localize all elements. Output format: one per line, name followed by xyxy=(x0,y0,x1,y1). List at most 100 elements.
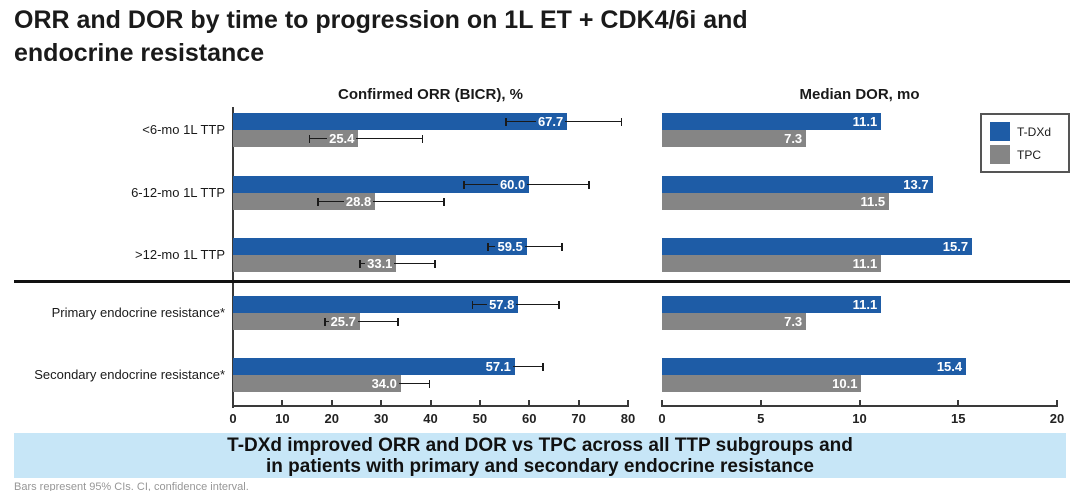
value-label: 7.3 xyxy=(752,313,805,330)
error-bar-cap-right xyxy=(542,362,544,371)
value-text: 59.5 xyxy=(495,239,525,254)
tick-label: 60 xyxy=(522,411,537,426)
error-bar xyxy=(359,262,436,264)
tdxd-color-swatch xyxy=(990,122,1010,141)
error-bar-cap-left xyxy=(308,134,311,143)
value-text: 10.1 xyxy=(830,376,860,391)
error-bar-cap-right xyxy=(434,259,436,268)
dor-chart-title: Median DOR, mo xyxy=(799,86,920,103)
value-text: 34.0 xyxy=(369,376,399,391)
axis-tick xyxy=(577,400,580,405)
legend: T-DXd TPC xyxy=(980,113,1070,173)
error-bar-cap-left xyxy=(471,300,474,309)
error-bar xyxy=(317,200,445,202)
value-label: 34.0 xyxy=(347,375,399,392)
error-bar-cap-left xyxy=(324,317,326,326)
axis-tick xyxy=(627,400,629,405)
value-label: 11.5 xyxy=(835,193,888,210)
error-bar-cap-left xyxy=(317,197,319,206)
bar-tdxd xyxy=(662,176,933,193)
value-text: 7.3 xyxy=(782,131,805,146)
value-label: 11.1 xyxy=(827,113,880,130)
error-bar-cap-left xyxy=(359,259,361,268)
tick-label: 10 xyxy=(852,411,867,426)
tick-label: 15 xyxy=(951,411,966,426)
axis-tick xyxy=(1056,400,1058,405)
value-text: 60.0 xyxy=(497,177,528,192)
value-text: 15.4 xyxy=(934,359,965,374)
value-text: 11.1 xyxy=(850,297,880,312)
error-bar-cap-right xyxy=(620,117,623,126)
error-bar-cap-right xyxy=(421,134,424,143)
page-title-line2: endocrine resistance xyxy=(14,39,265,67)
value-text: 7.3 xyxy=(782,314,805,329)
tick-label: 40 xyxy=(423,411,438,426)
bar-tdxd xyxy=(233,358,515,375)
page-title: ORR and DOR by time to progression on 1L… xyxy=(14,4,954,70)
category-label: <6-mo 1L TTP xyxy=(142,122,225,137)
category-label: Secondary endocrine resistance* xyxy=(34,367,225,382)
axis-tick xyxy=(281,400,284,405)
tick-label: 10 xyxy=(275,411,290,426)
value-label: 7.3 xyxy=(752,130,805,147)
error-bar-cap-right xyxy=(397,317,399,326)
tick-label: 30 xyxy=(373,411,389,426)
axis-tick xyxy=(232,400,234,405)
value-label: 15.7 xyxy=(918,238,971,255)
value-text: 11.1 xyxy=(850,256,880,271)
error-bar-cap-right xyxy=(443,197,445,206)
value-label: 33.1 xyxy=(342,255,395,272)
axis-tick xyxy=(858,400,861,405)
value-label: 57.8 xyxy=(464,296,517,313)
tick-label: 0 xyxy=(229,411,237,426)
value-label: 28.8 xyxy=(321,193,374,210)
value-label: 25.7 xyxy=(306,313,358,330)
value-text: 25.7 xyxy=(328,314,358,329)
category-label: Primary endocrine resistance* xyxy=(51,305,225,320)
value-text: 11.1 xyxy=(850,114,880,129)
value-text: 67.7 xyxy=(535,114,566,129)
value-text: 11.5 xyxy=(858,194,888,209)
axis-tick xyxy=(478,400,481,405)
error-bar xyxy=(484,365,544,367)
error-bar-cap-right xyxy=(558,300,560,309)
error-bar-cap-right xyxy=(428,379,430,388)
value-text: 15.7 xyxy=(940,239,971,254)
category-label: 6-12-mo 1L TTP xyxy=(131,185,225,200)
bar-tpc xyxy=(233,255,397,272)
bar-tpc xyxy=(233,375,401,392)
value-label: 13.7 xyxy=(879,176,931,193)
value-text: 57.1 xyxy=(483,359,513,374)
bar-tpc xyxy=(233,130,359,147)
legend-label-tpc: TPC xyxy=(1017,147,1041,162)
value-label: 25.4 xyxy=(304,130,357,147)
bar-tdxd xyxy=(662,113,882,130)
value-label: 11.1 xyxy=(827,296,880,313)
value-label: 60.0 xyxy=(475,176,528,193)
tick-label: 0 xyxy=(658,411,666,426)
orr-chart-title: Confirmed ORR (BICR), % xyxy=(338,86,523,103)
bar-tdxd xyxy=(233,238,527,255)
legend-item-tpc: TPC xyxy=(990,143,1068,166)
axis-tick xyxy=(759,400,762,405)
bar-tpc xyxy=(662,130,807,147)
bar-tdxd xyxy=(662,238,973,255)
value-text: 28.8 xyxy=(343,194,374,209)
bar-tpc xyxy=(662,193,890,210)
bar-tpc xyxy=(233,313,360,330)
banner-line2: in patients with primary and secondary e… xyxy=(265,455,814,477)
axis-tick xyxy=(957,400,960,405)
tick-label: 80 xyxy=(620,411,636,426)
footnote: Bars represent 95% CIs. CI, confidence i… xyxy=(14,481,249,491)
axis-tick xyxy=(528,400,531,405)
x-axis-line xyxy=(232,405,629,407)
value-label: 57.1 xyxy=(461,358,513,375)
bar-tpc xyxy=(233,193,376,210)
legend-item-tdxd: T-DXd xyxy=(990,120,1068,143)
axis-tick xyxy=(429,400,432,405)
value-label: 59.5 xyxy=(473,238,525,255)
error-bar-cap-left xyxy=(487,242,489,251)
tick-label: 70 xyxy=(571,411,586,426)
